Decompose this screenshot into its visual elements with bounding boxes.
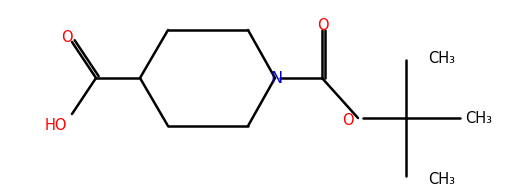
Text: CH₃: CH₃ — [465, 111, 492, 125]
Text: O: O — [317, 18, 329, 32]
Text: CH₃: CH₃ — [428, 172, 455, 188]
Text: CH₃: CH₃ — [428, 50, 455, 66]
Text: HO: HO — [45, 118, 67, 134]
Text: O: O — [342, 112, 354, 128]
Text: N: N — [270, 70, 282, 86]
Text: O: O — [61, 29, 73, 45]
